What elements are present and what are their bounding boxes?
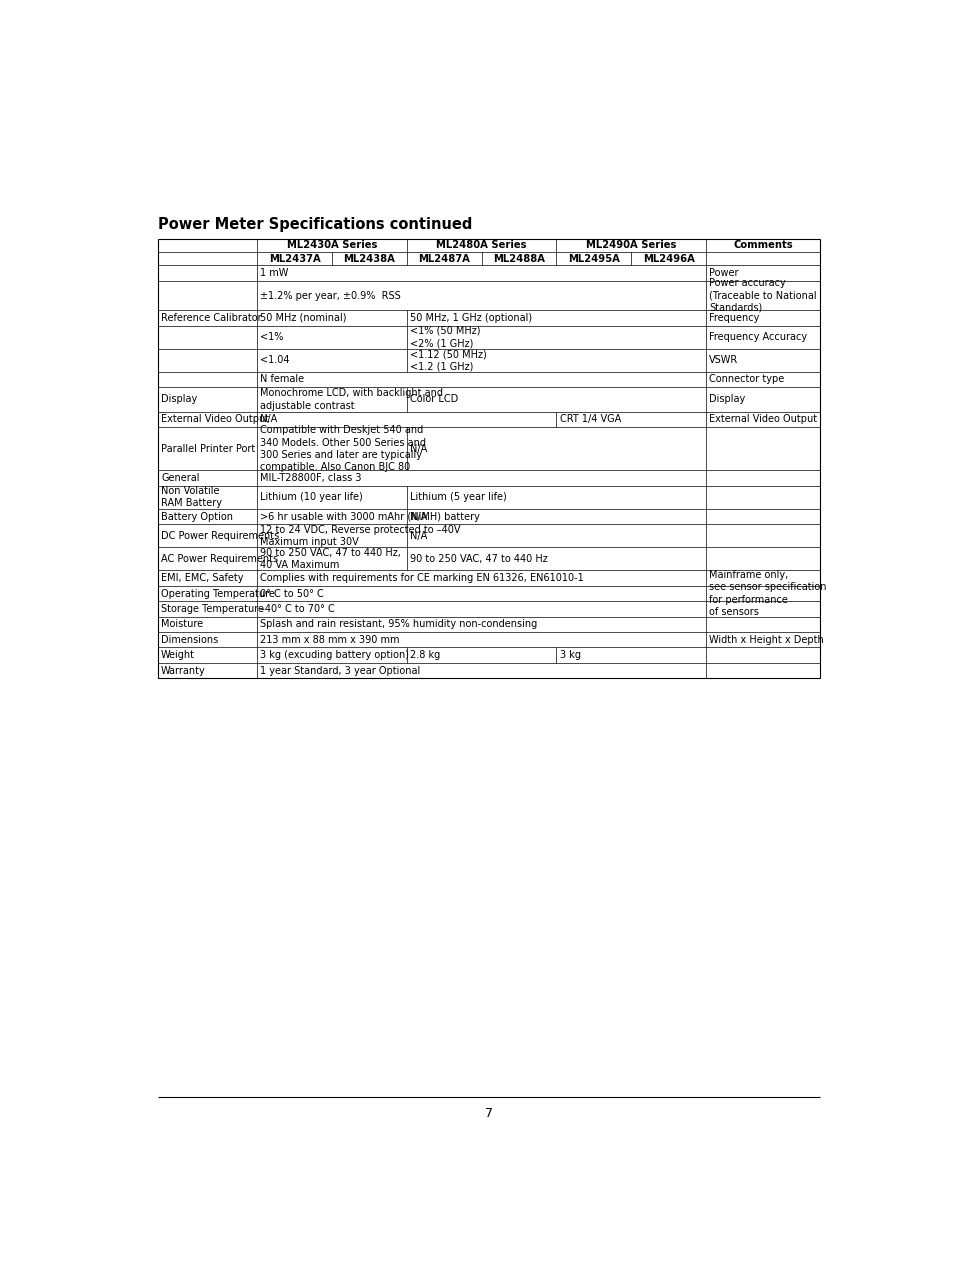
Text: ML2480A Series: ML2480A Series [436, 240, 526, 251]
Text: 7: 7 [484, 1107, 493, 1119]
Text: N/A: N/A [410, 444, 427, 454]
Text: 3 kg: 3 kg [559, 650, 580, 660]
Text: ML2487A: ML2487A [417, 254, 470, 265]
Text: <1.12 (50 MHz)
<1.2 (1 GHz): <1.12 (50 MHz) <1.2 (1 GHz) [410, 349, 486, 371]
Text: ML2430A Series: ML2430A Series [287, 240, 376, 251]
Text: Display: Display [161, 394, 197, 404]
Text: EMI, EMC, Safety: EMI, EMC, Safety [161, 574, 243, 583]
Text: 50 MHz, 1 GHz (optional): 50 MHz, 1 GHz (optional) [410, 313, 532, 323]
Text: 1 mW: 1 mW [260, 268, 289, 279]
Text: Non Volatile
RAM Battery: Non Volatile RAM Battery [161, 486, 222, 509]
Text: Monochrome LCD, with backlight and
adjustable contrast: Monochrome LCD, with backlight and adjus… [260, 388, 443, 411]
Text: 1 year Standard, 3 year Optional: 1 year Standard, 3 year Optional [260, 665, 420, 675]
Text: Storage Temperature: Storage Temperature [161, 604, 264, 614]
Text: <1.04: <1.04 [260, 355, 290, 365]
Text: <1% (50 MHz)
<2% (1 GHz): <1% (50 MHz) <2% (1 GHz) [410, 326, 480, 349]
Text: N female: N female [260, 374, 304, 384]
Text: ML2496A: ML2496A [642, 254, 694, 265]
Text: Connector type: Connector type [708, 374, 783, 384]
Text: 213 mm x 88 mm x 390 mm: 213 mm x 88 mm x 390 mm [260, 635, 399, 645]
Text: Dimensions: Dimensions [161, 635, 218, 645]
Text: External Video Output: External Video Output [708, 415, 817, 425]
Text: MIL-T28800F, class 3: MIL-T28800F, class 3 [260, 473, 361, 483]
Text: ML2495A: ML2495A [567, 254, 619, 265]
Text: Parallel Printer Port: Parallel Printer Port [161, 444, 255, 454]
Text: 90 to 250 VAC, 47 to 440 Hz: 90 to 250 VAC, 47 to 440 Hz [410, 553, 547, 563]
Text: Lithium (5 year life): Lithium (5 year life) [410, 492, 506, 502]
Text: 2.8 kg: 2.8 kg [410, 650, 439, 660]
Text: –40° C to 70° C: –40° C to 70° C [260, 604, 335, 614]
Text: Power Meter Specifications continued: Power Meter Specifications continued [158, 218, 472, 233]
Text: Moisture: Moisture [161, 619, 203, 630]
Text: 90 to 250 VAC, 47 to 440 Hz,
40 VA Maximum: 90 to 250 VAC, 47 to 440 Hz, 40 VA Maxim… [260, 548, 401, 570]
Text: ML2490A Series: ML2490A Series [585, 240, 676, 251]
Text: Comments: Comments [732, 240, 792, 251]
Text: ML2437A: ML2437A [269, 254, 320, 265]
Text: Width x Height x Depth: Width x Height x Depth [708, 635, 823, 645]
Text: Reference Calibrator: Reference Calibrator [161, 313, 261, 323]
Text: Power: Power [708, 268, 738, 279]
Text: Color LCD: Color LCD [410, 394, 457, 404]
Text: ±1.2% per year, ±0.9%  RSS: ±1.2% per year, ±0.9% RSS [260, 290, 400, 300]
Text: Warranty: Warranty [161, 665, 206, 675]
Text: N/A: N/A [260, 415, 277, 425]
Text: 50 MHz (nominal): 50 MHz (nominal) [260, 313, 347, 323]
Text: ML2488A: ML2488A [493, 254, 544, 265]
Text: Mainframe only,
see sensor specification
for performance
of sensors: Mainframe only, see sensor specification… [708, 570, 825, 617]
Text: Splash and rain resistant, 95% humidity non-condensing: Splash and rain resistant, 95% humidity … [260, 619, 537, 630]
Text: Operating Temperature: Operating Temperature [161, 589, 274, 599]
Text: Frequency Accuracy: Frequency Accuracy [708, 332, 806, 342]
Text: Lithium (10 year life): Lithium (10 year life) [260, 492, 363, 502]
Text: 3 kg (excuding battery option): 3 kg (excuding battery option) [260, 650, 409, 660]
Text: <1%: <1% [260, 332, 283, 342]
Text: DC Power Requirements: DC Power Requirements [161, 530, 279, 541]
Text: 0° C to 50° C: 0° C to 50° C [260, 589, 324, 599]
Text: Display: Display [708, 394, 744, 404]
Text: Battery Option: Battery Option [161, 511, 233, 522]
Text: 12 to 24 VDC, Reverse protected to –40V
Maximum input 30V: 12 to 24 VDC, Reverse protected to –40V … [260, 524, 460, 547]
Text: ML2438A: ML2438A [343, 254, 395, 265]
Text: CRT 1/4 VGA: CRT 1/4 VGA [559, 415, 620, 425]
Text: Power accuracy
(Traceable to National
Standards): Power accuracy (Traceable to National St… [708, 279, 816, 313]
Text: N/A: N/A [410, 511, 427, 522]
Text: Frequency: Frequency [708, 313, 759, 323]
Text: AC Power Requirements: AC Power Requirements [161, 553, 278, 563]
Text: Complies with requirements for CE marking EN 61326, EN61010-1: Complies with requirements for CE markin… [260, 574, 583, 583]
Text: External Video Output: External Video Output [161, 415, 269, 425]
Text: Weight: Weight [161, 650, 195, 660]
Text: >6 hr usable with 3000 mAhr (NiMH) battery: >6 hr usable with 3000 mAhr (NiMH) batte… [260, 511, 479, 522]
Text: Compatible with Deskjet 540 and
340 Models. Other 500 Series and
300 Series and : Compatible with Deskjet 540 and 340 Mode… [260, 425, 426, 472]
Text: N/A: N/A [410, 530, 427, 541]
Text: VSWR: VSWR [708, 355, 738, 365]
Text: General: General [161, 473, 199, 483]
